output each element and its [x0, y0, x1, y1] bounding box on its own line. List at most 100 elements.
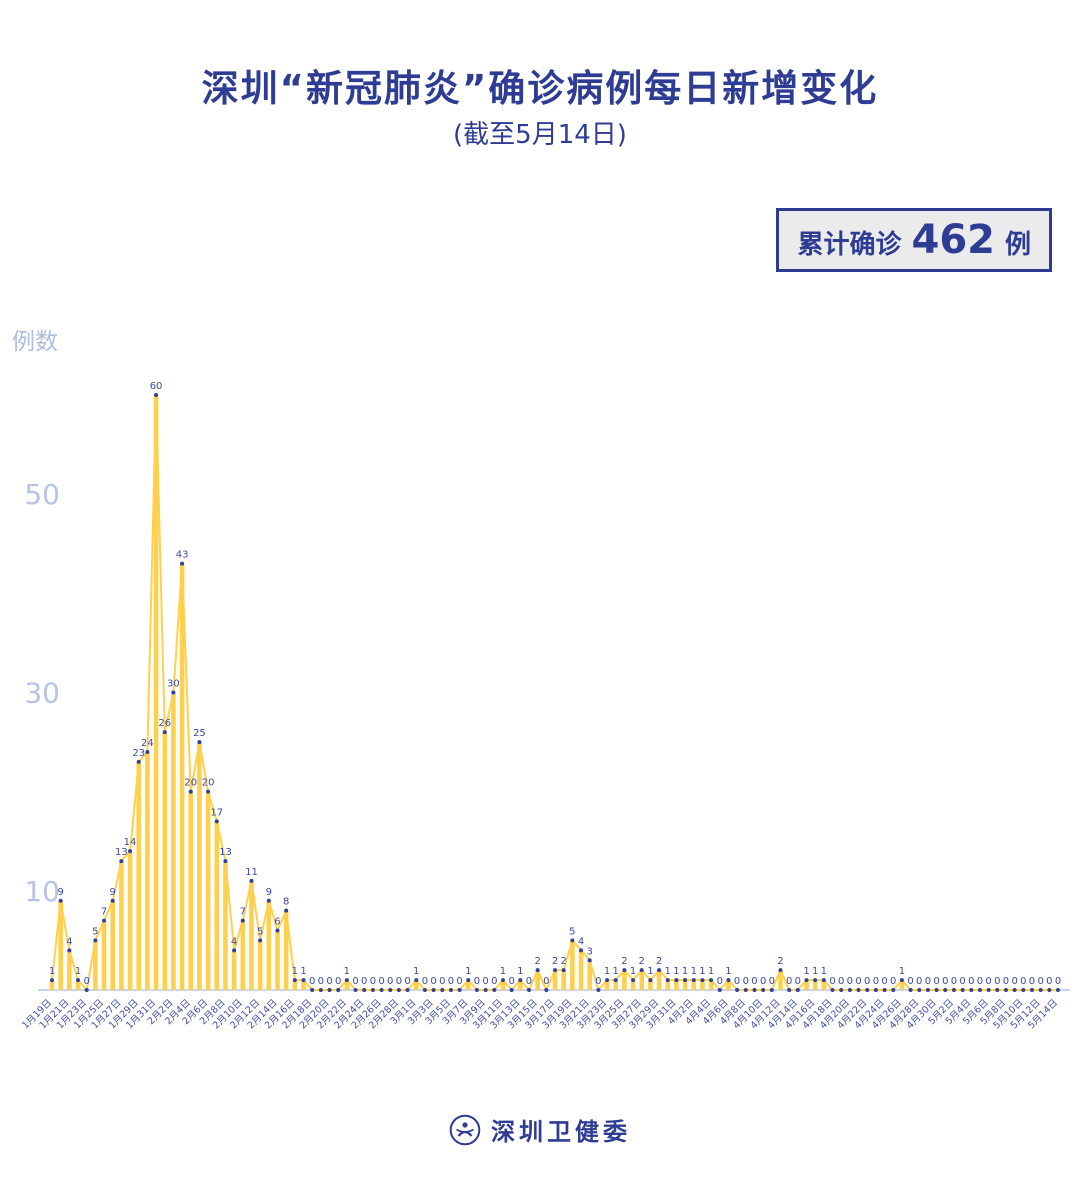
svg-text:9: 9 — [266, 887, 272, 898]
svg-text:60: 60 — [150, 381, 163, 392]
svg-text:0: 0 — [1020, 976, 1026, 987]
svg-text:30: 30 — [24, 677, 60, 710]
svg-text:0: 0 — [959, 976, 965, 987]
badge-label: 累计确诊 — [797, 230, 902, 260]
svg-text:2: 2 — [552, 956, 558, 967]
svg-text:1: 1 — [647, 966, 653, 977]
svg-text:0: 0 — [977, 976, 983, 987]
svg-text:1: 1 — [630, 966, 636, 977]
svg-text:0: 0 — [474, 976, 480, 987]
svg-text:5: 5 — [257, 926, 263, 937]
footer: 深圳卫健委 — [0, 1112, 1080, 1147]
bars — [49, 395, 905, 990]
cumulative-total-badge: 累计确诊 462 例 — [776, 208, 1052, 272]
svg-text:0: 0 — [847, 976, 853, 987]
svg-text:0: 0 — [1046, 976, 1052, 987]
svg-text:7: 7 — [240, 907, 246, 918]
y-axis-ticks: 10 30 50 — [24, 478, 60, 908]
y-axis-title: 例数 — [12, 329, 58, 355]
chart-subtitle: (截至5月14日) — [453, 120, 627, 150]
shenzhen-health-commission-logo-icon — [449, 1114, 481, 1145]
svg-text:23: 23 — [132, 748, 145, 759]
svg-text:0: 0 — [951, 976, 957, 987]
svg-text:17: 17 — [210, 807, 223, 818]
data-points — [50, 393, 1060, 992]
badge-unit: 例 — [1004, 230, 1031, 260]
svg-text:2: 2 — [534, 956, 540, 967]
svg-text:20: 20 — [184, 778, 197, 789]
svg-text:0: 0 — [439, 976, 445, 987]
svg-text:2: 2 — [777, 956, 783, 967]
svg-text:0: 0 — [1055, 976, 1061, 987]
svg-text:9: 9 — [110, 887, 116, 898]
svg-text:0: 0 — [881, 976, 887, 987]
svg-text:0: 0 — [890, 976, 896, 987]
svg-text:1: 1 — [803, 966, 809, 977]
svg-text:0: 0 — [448, 976, 454, 987]
svg-text:0: 0 — [335, 976, 341, 987]
svg-text:14: 14 — [124, 837, 137, 848]
svg-text:7: 7 — [101, 907, 107, 918]
svg-text:1: 1 — [673, 966, 679, 977]
svg-text:30: 30 — [167, 679, 180, 690]
svg-text:2: 2 — [639, 956, 645, 967]
svg-text:0: 0 — [387, 976, 393, 987]
svg-text:0: 0 — [396, 976, 402, 987]
svg-text:1: 1 — [500, 966, 506, 977]
svg-text:0: 0 — [430, 976, 436, 987]
svg-text:1: 1 — [465, 966, 471, 977]
svg-text:0: 0 — [491, 976, 497, 987]
svg-text:5: 5 — [92, 926, 98, 937]
series-line — [51, 394, 1058, 993]
svg-text:0: 0 — [1037, 976, 1043, 987]
svg-text:0: 0 — [838, 976, 844, 987]
svg-text:1: 1 — [613, 966, 619, 977]
svg-text:1: 1 — [75, 966, 81, 977]
badge-value: 462 — [911, 217, 995, 263]
svg-text:8: 8 — [283, 897, 289, 908]
svg-text:2: 2 — [621, 956, 627, 967]
svg-text:1: 1 — [699, 966, 705, 977]
svg-text:4: 4 — [578, 936, 584, 947]
daily-new-cases-chart: 1030501941057913142324602630432025201713… — [20, 381, 1070, 1031]
svg-text:20: 20 — [202, 778, 215, 789]
svg-text:50: 50 — [24, 478, 60, 511]
svg-text:0: 0 — [482, 976, 488, 987]
svg-text:11: 11 — [245, 867, 258, 878]
svg-text:0: 0 — [873, 976, 879, 987]
svg-text:1: 1 — [300, 966, 306, 977]
svg-text:0: 0 — [1003, 976, 1009, 987]
svg-text:26: 26 — [158, 718, 171, 729]
svg-text:3: 3 — [587, 946, 593, 957]
svg-text:1: 1 — [691, 966, 697, 977]
svg-text:0: 0 — [769, 976, 775, 987]
svg-text:1: 1 — [344, 966, 350, 977]
svg-text:0: 0 — [907, 976, 913, 987]
svg-text:0: 0 — [933, 976, 939, 987]
svg-text:0: 0 — [1029, 976, 1035, 987]
svg-text:1: 1 — [812, 966, 818, 977]
svg-text:0: 0 — [456, 976, 462, 987]
svg-text:0: 0 — [595, 976, 601, 987]
svg-text:0: 0 — [925, 976, 931, 987]
svg-text:0: 0 — [760, 976, 766, 987]
svg-text:1: 1 — [292, 966, 298, 977]
svg-text:25: 25 — [193, 728, 206, 739]
svg-text:0: 0 — [404, 976, 410, 987]
svg-text:0: 0 — [378, 976, 384, 987]
svg-text:0: 0 — [985, 976, 991, 987]
svg-text:5: 5 — [569, 926, 575, 937]
svg-text:2: 2 — [560, 956, 566, 967]
svg-text:0: 0 — [543, 976, 549, 987]
svg-text:1: 1 — [413, 966, 419, 977]
svg-text:6: 6 — [274, 917, 280, 928]
svg-text:4: 4 — [66, 936, 72, 947]
chart-title: 深圳“新冠肺炎”确诊病例每日新增变化 — [201, 67, 879, 110]
svg-text:0: 0 — [829, 976, 835, 987]
svg-text:4: 4 — [231, 936, 237, 947]
svg-text:24: 24 — [141, 738, 154, 749]
svg-text:0: 0 — [717, 976, 723, 987]
footer-org-name: 深圳卫健委 — [491, 1118, 631, 1146]
x-axis-labels: 1月19日1月21日1月23日1月25日1月27日1月29日1月31日2月2日2… — [20, 997, 1060, 1031]
